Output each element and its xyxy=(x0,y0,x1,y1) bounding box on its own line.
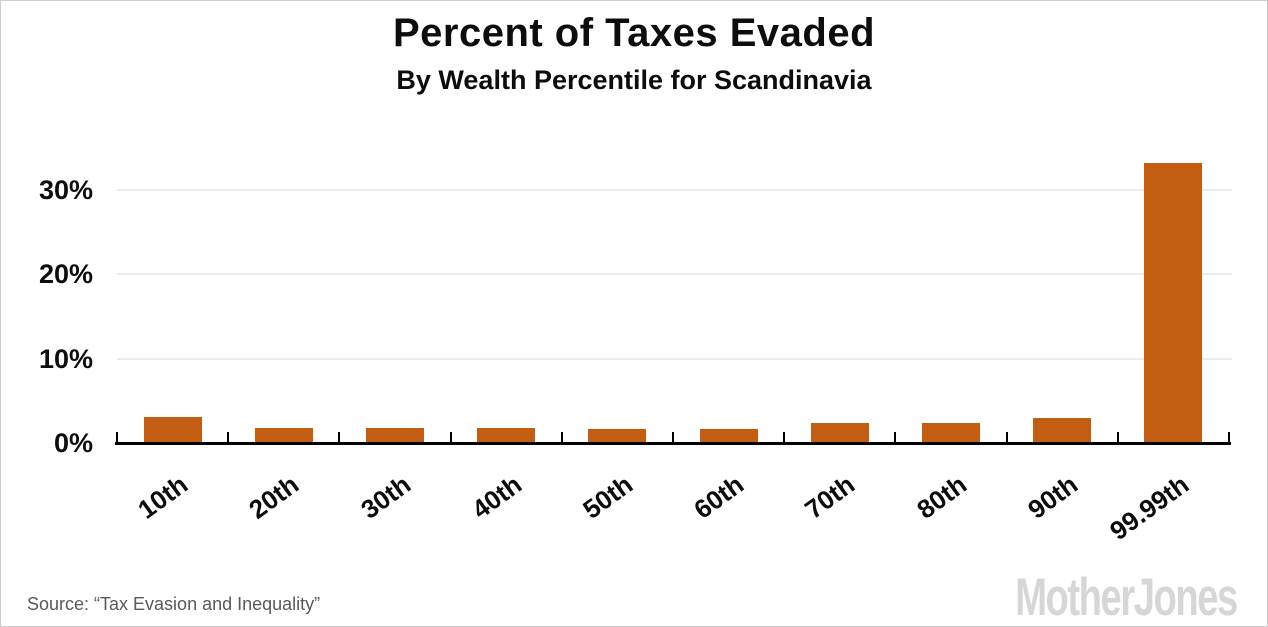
x-axis-label-30th: 30th xyxy=(354,469,416,525)
chart-subtitle: By Wealth Percentile for Scandinavia xyxy=(396,65,872,95)
x-axis-label-70th: 70th xyxy=(799,469,861,525)
x-axis-label-50th: 50th xyxy=(577,469,639,525)
x-axis-tick xyxy=(1116,432,1119,442)
x-axis-tick xyxy=(338,432,341,442)
y-axis-label-0%: 0% xyxy=(53,428,93,458)
x-axis-tick xyxy=(783,432,786,442)
chart-title: Percent of Taxes Evaded xyxy=(392,11,876,55)
bar-10th xyxy=(144,417,202,442)
gridline-10% xyxy=(117,357,1232,360)
y-axis-label-30%: 30% xyxy=(38,174,93,205)
motherjones-logo: MotherJones xyxy=(1015,568,1238,627)
y-axis-label-10%: 10% xyxy=(38,343,93,374)
y-axis-label-20%: 20% xyxy=(38,259,93,290)
x-axis-tick xyxy=(560,432,563,442)
gridline-30% xyxy=(117,188,1232,191)
bar-70th xyxy=(811,423,869,442)
bar-20th xyxy=(255,428,313,442)
x-axis-label-60th: 60th xyxy=(688,469,750,525)
x-axis-tick xyxy=(672,432,674,442)
source-note: Source: “Tax Evasion and Inequality” xyxy=(27,594,321,614)
x-axis-tick xyxy=(227,432,230,442)
x-axis-label-20th: 20th xyxy=(243,469,305,525)
gridline-20% xyxy=(117,273,1232,276)
x-axis-label-80th: 80th xyxy=(910,469,972,525)
x-axis-tick xyxy=(116,432,118,442)
x-axis-tick xyxy=(1228,432,1230,442)
bar-90th xyxy=(1033,418,1091,442)
bar-30th xyxy=(366,428,424,442)
bar-80th xyxy=(922,423,980,442)
x-axis-label-40th: 40th xyxy=(465,469,527,525)
x-axis-label-10th: 10th xyxy=(132,469,194,525)
x-axis-line xyxy=(115,442,1231,445)
x-axis-tick xyxy=(1005,432,1008,442)
x-axis-tick xyxy=(894,432,897,442)
bar-40th xyxy=(477,428,535,442)
x-axis-tick xyxy=(449,432,452,442)
bar-99.99th xyxy=(1144,163,1202,442)
bar-50th xyxy=(588,429,646,442)
bar-60th xyxy=(700,429,758,442)
x-axis-label-90th: 90th xyxy=(1021,469,1083,525)
x-axis-label-99.99th: 99.99th xyxy=(1103,469,1195,546)
